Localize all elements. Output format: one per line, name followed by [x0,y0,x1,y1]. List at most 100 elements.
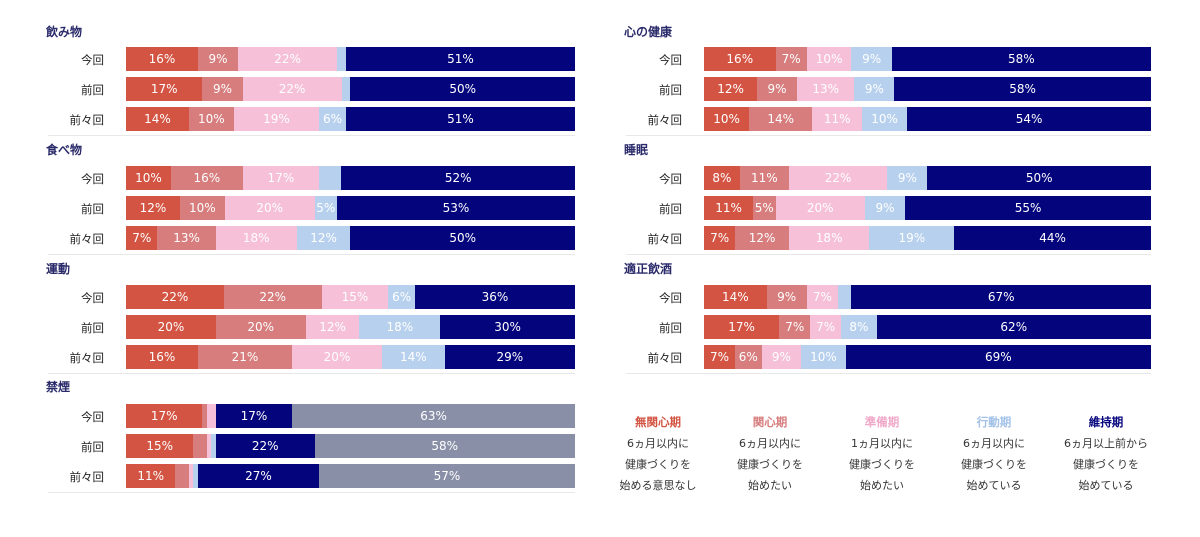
bar-segment-maintenance: 36% [414,285,575,309]
bar-segment-action: 9% [864,196,906,220]
stacked-bar: 11% 5% 20% 9% 55% [704,196,1151,220]
row-label: 前々回 [69,113,105,127]
bar-segment-unconcerned: 8% [704,166,740,190]
stacked-bar: 12% 9% 13% 9% 58% [704,77,1151,101]
bar-segment-unconcerned: 12% [704,77,758,101]
stacked-bar: 17% 17% 63% [126,404,575,428]
bar-segment-unconcerned: 16% [704,47,776,71]
bar-segment-maintenance: 50% [350,77,575,101]
bar-segment-preparation: 20% [775,196,865,220]
bar-segment-preparation: 22% [242,77,342,101]
bar-segment-preparation: 7% [806,285,839,309]
bar-segment-action [337,47,346,71]
bar-segment-concerned: 9% [757,77,797,101]
row-label: 今回 [81,410,104,424]
row-label: 前々回 [647,113,683,127]
chart-divider [48,135,575,136]
row-label: 前回 [659,321,682,335]
legend-description: 始めたい [748,479,792,492]
stacked-bar: 8% 11% 22% 9% 50% [704,166,1151,190]
bar-segment-concerned: 14% [749,107,813,131]
row-label: 前々回 [69,470,105,484]
row-label: 今回 [81,53,104,67]
row-label: 前々回 [647,351,683,365]
bar-segment-unconcerned: 10% [704,107,750,131]
bar-segment-maintenance: 69% [845,345,1151,369]
stacked-bar: 16% 21% 20% 14% 29% [126,345,575,369]
bar-segment-remainder: 63% [292,404,575,428]
bar-segment-preparation: 18% [788,226,870,250]
chart-divider [626,254,1151,255]
stacked-bar: 17% 9% 22% 50% [126,77,575,101]
chart-divider [48,373,575,374]
bar-segment-concerned: 11% [739,166,789,190]
bar-segment-preparation: 7% [810,315,842,339]
bar-segment-action: 6% [388,285,415,309]
bar-segment-concerned: 7% [775,47,807,71]
bar-segment-action: 8% [841,315,877,339]
bar-segment-maintenance: 67% [851,285,1151,309]
bar-segment-concerned [175,464,189,488]
bar-segment-unconcerned: 17% [126,404,203,428]
bar-segment-action: 9% [851,47,892,71]
legend-description: 始めている [966,479,1022,492]
legend-description: 健康づくりを [961,458,1027,471]
bar-segment-preparation: 19% [233,107,320,131]
bar-segment-unconcerned: 17% [126,77,203,101]
row-label: 前々回 [69,351,105,365]
chart-title: 心の健康 [624,25,673,39]
bar-segment-unconcerned: 11% [704,196,754,220]
bar-segment-preparation: 18% [215,226,297,250]
bar-segment-action [319,166,342,190]
bar-segment-unconcerned: 15% [126,434,194,458]
bar-segment-preparation: 20% [224,196,315,220]
row-label: 前回 [659,83,682,97]
bar-segment-action: 19% [869,226,955,250]
bar-segment-unconcerned: 22% [126,285,224,309]
bar-segment-unconcerned: 12% [126,196,180,220]
bar-segment-preparation: 11% [812,107,862,131]
legend-name: 準備期 [864,415,900,429]
legend-item: 無関心期 6ヵ月以内に 健康づくりを 始める意思なし [602,412,714,496]
bar-segment-maintenance: 58% [894,77,1151,101]
bar-segment-unconcerned: 14% [126,107,189,131]
stacked-bar: 7% 12% 18% 19% 44% [704,226,1151,250]
chart-divider [48,492,575,493]
stacked-bar: 14% 9% 7% 67% [704,285,1151,309]
bar-segment-maintenance: 52% [341,166,575,190]
stacked-bar: 7% 13% 18% 12% 50% [126,226,575,250]
chart-divider [626,373,1151,374]
bar-segment-action: 9% [854,77,895,101]
bar-segment-unconcerned: 7% [704,345,735,369]
row-label: 前回 [81,440,104,454]
bar-segment-preparation: 20% [292,345,382,369]
row-label: 今回 [81,291,104,305]
bar-segment-action [838,285,852,309]
chart-title: 運動 [46,262,71,276]
bar-segment-unconcerned: 16% [126,345,198,369]
bar-segment-action: 6% [319,107,346,131]
row-label: 前々回 [647,232,683,246]
stacked-bar: 7% 6% 9% 10% 69% [704,345,1151,369]
legend-description: 6ヵ月以内に [739,437,801,450]
legend-description: 1ヵ月以内に [851,437,913,450]
bar-segment-unconcerned: 10% [126,166,171,190]
bar-segment-action: 9% [887,166,928,190]
legend-description: 始めたい [860,479,904,492]
legend-name: 行動期 [976,415,1012,429]
bar-segment-maintenance: 58% [891,47,1151,71]
chart-divider [626,135,1151,136]
chart-title: 禁煙 [46,380,71,394]
bar-segment-concerned: 10% [188,107,234,131]
stacked-bar: 10% 16% 17% 52% [126,166,575,190]
row-label: 前回 [81,202,104,216]
row-label: 今回 [659,291,682,305]
stacked-bar: 10% 14% 11% 10% 54% [704,107,1151,131]
bar-segment-concerned: 5% [753,196,776,220]
stacked-bar: 16% 7% 10% 9% 58% [704,47,1151,71]
bar-segment-action: 18% [359,315,441,339]
bar-segment-unconcerned: 17% [704,315,780,339]
row-label: 前々回 [69,232,105,246]
legend-item: 維持期 6ヵ月以上前から 健康づくりを 始めている [1050,412,1162,496]
